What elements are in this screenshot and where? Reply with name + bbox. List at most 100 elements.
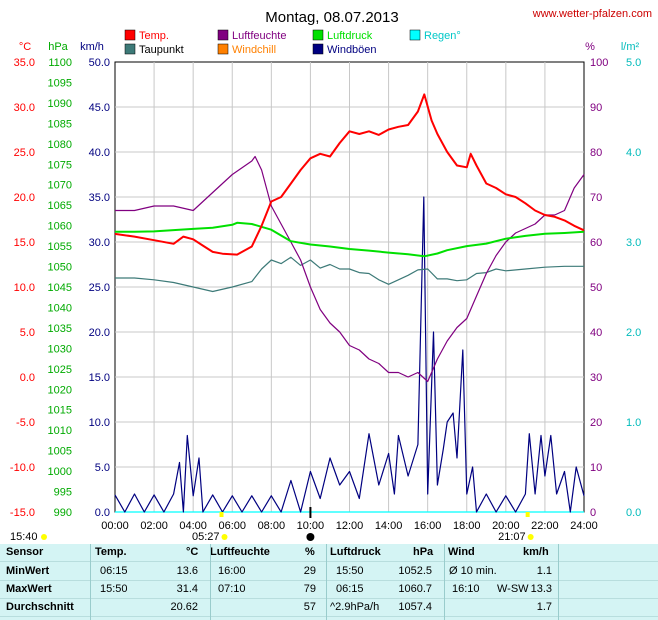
legend-swatch bbox=[312, 29, 324, 41]
temp-tick-label: 0.0 bbox=[20, 372, 35, 384]
header-sensor: Sensor bbox=[6, 546, 44, 558]
x-tick-label: 08:00 bbox=[258, 520, 286, 532]
current-time: 15:40 bbox=[10, 531, 38, 543]
humidity-tick-label: 0 bbox=[590, 507, 596, 519]
temp-tick-label: 5.0 bbox=[20, 327, 35, 339]
table-divider bbox=[558, 544, 559, 620]
temp-value: 20.62 bbox=[170, 601, 198, 613]
header-temp-unit: °C bbox=[186, 546, 199, 558]
x-tick-label: 04:00 bbox=[179, 520, 207, 532]
humidity-tick-label: 80 bbox=[590, 147, 602, 159]
humidity-value: 29 bbox=[303, 565, 316, 577]
row-label: MinWert bbox=[6, 565, 50, 577]
temp-tick-label: 25.0 bbox=[14, 147, 35, 159]
header-humidity: Luftfeuchte bbox=[210, 546, 270, 558]
pressure-value: 1057.4 bbox=[398, 601, 432, 613]
series-line-luftfeuchte bbox=[115, 155, 585, 383]
legend-label: Luftfeuchte bbox=[232, 30, 286, 42]
humidity-tick-label: 100 bbox=[590, 57, 608, 69]
wind-label: Ø 10 min. bbox=[449, 565, 497, 577]
legend-swatch bbox=[409, 29, 421, 41]
pressure-tick-label: 1015 bbox=[48, 405, 72, 417]
pressure-tick-label: 995 bbox=[54, 487, 72, 499]
pressure-unit-label: hPa bbox=[48, 41, 68, 53]
humidity-tick-label: 50 bbox=[590, 282, 602, 294]
header-wind-unit: km/h bbox=[523, 546, 549, 558]
temp-tick-label: 10.0 bbox=[14, 282, 35, 294]
pressure-tick-label: 1045 bbox=[48, 282, 72, 294]
wind-value: 13.3 bbox=[530, 583, 552, 595]
humidity-tick-label: 10 bbox=[590, 462, 602, 474]
x-tick-label: 18:00 bbox=[453, 520, 481, 532]
rain-tick-label: 5.0 bbox=[626, 57, 641, 69]
sunrise-icon bbox=[221, 534, 228, 540]
pressure-tick-label: 1065 bbox=[48, 200, 72, 212]
stats-row-min: MinWert 06:15 13.6 16:00 29 15:50 1052.5… bbox=[0, 563, 658, 581]
humidity-tick-label: 30 bbox=[590, 372, 602, 384]
pressure-time: 06:15 bbox=[336, 583, 364, 595]
current-time-icon bbox=[41, 534, 47, 540]
legend-label: Taupunkt bbox=[139, 44, 184, 56]
pressure-trend: ^2.9hPa/h bbox=[330, 601, 380, 613]
table-divider bbox=[90, 544, 91, 620]
humidity-tick-label: 90 bbox=[590, 102, 602, 114]
wind-tick-label: 30.0 bbox=[89, 237, 110, 249]
wind-value: 1.1 bbox=[536, 565, 552, 577]
wind-direction: W-SW bbox=[497, 583, 529, 595]
pressure-tick-label: 1000 bbox=[48, 466, 72, 478]
legend-swatch bbox=[217, 43, 229, 55]
axis-ticks: 35.0 30.0 25.0 20.0 15.0 10.0 5.0 0.0 -5.0 -10.0 -… bbox=[10, 57, 641, 532]
header-humidity-unit: % bbox=[305, 546, 315, 558]
legend-label: Regen° bbox=[424, 30, 461, 42]
series-line-windben bbox=[114, 196, 585, 513]
legend-label: Windböen bbox=[327, 44, 377, 56]
legend-label: Windchill bbox=[232, 44, 276, 56]
sunset-time: 21:07 bbox=[498, 531, 526, 543]
pressure-tick-label: 1020 bbox=[48, 384, 72, 396]
series-line-luftdruck bbox=[115, 221, 585, 258]
x-tick-label: 24:00 bbox=[570, 520, 598, 532]
humidity-time: 16:00 bbox=[218, 565, 246, 577]
table-divider bbox=[444, 544, 445, 620]
pressure-tick-label: 1060 bbox=[48, 221, 72, 233]
pressure-tick-label: 1025 bbox=[48, 364, 72, 376]
chart-legend: Temp. Taupunkt Luftfeuchte Windchill Luftdru… bbox=[124, 29, 461, 56]
pressure-value: 1060.7 bbox=[398, 583, 432, 595]
header-pressure-unit: hPa bbox=[413, 546, 434, 558]
statistics-table: Sensor Temp. °C Luftfeuchte % Luftdruck … bbox=[0, 544, 658, 620]
pressure-tick-label: 1010 bbox=[48, 425, 72, 437]
rain-tick-label: 4.0 bbox=[626, 147, 641, 159]
legend-swatch bbox=[124, 29, 136, 41]
temp-tick-label: -10.0 bbox=[10, 462, 35, 474]
temp-value: 13.6 bbox=[176, 565, 198, 577]
temp-tick-label: -5.0 bbox=[16, 417, 35, 429]
pressure-tick-label: 1005 bbox=[48, 446, 72, 458]
pressure-time: 15:50 bbox=[336, 565, 364, 577]
humidity-tick-label: 60 bbox=[590, 237, 602, 249]
wind-tick-label: 0.0 bbox=[95, 507, 110, 519]
pressure-tick-label: 1030 bbox=[48, 343, 72, 355]
pressure-tick-label: 1095 bbox=[48, 77, 72, 89]
wind-tick-label: 25.0 bbox=[89, 282, 110, 294]
x-tick-label: 02:00 bbox=[140, 520, 168, 532]
humidity-value: 57 bbox=[303, 601, 316, 613]
source-label[interactable]: www.wetter-pfalzen.com bbox=[532, 8, 652, 20]
pressure-tick-label: 1080 bbox=[48, 139, 72, 151]
wind-tick-label: 35.0 bbox=[89, 192, 110, 204]
header-temp: Temp. bbox=[95, 546, 127, 558]
wind-value: 1.7 bbox=[536, 601, 552, 613]
x-tick-label: 22:00 bbox=[531, 520, 559, 532]
rain-tick-label: 3.0 bbox=[626, 237, 641, 249]
rain-tick-label: 2.0 bbox=[626, 327, 641, 339]
row-label: MaxWert bbox=[6, 583, 52, 595]
pressure-tick-label: 1100 bbox=[48, 57, 72, 69]
humidity-unit-label: % bbox=[585, 41, 595, 53]
legend-swatch bbox=[312, 43, 324, 55]
table-divider bbox=[326, 544, 327, 620]
chart-title: Montag, 08.07.2013 bbox=[265, 9, 398, 26]
x-tick-label: 12:00 bbox=[336, 520, 364, 532]
row-label: Durchschnitt bbox=[6, 601, 74, 613]
x-tick-label: 06:00 bbox=[218, 520, 246, 532]
table-divider bbox=[210, 544, 211, 620]
legend-label: Temp. bbox=[139, 30, 169, 42]
